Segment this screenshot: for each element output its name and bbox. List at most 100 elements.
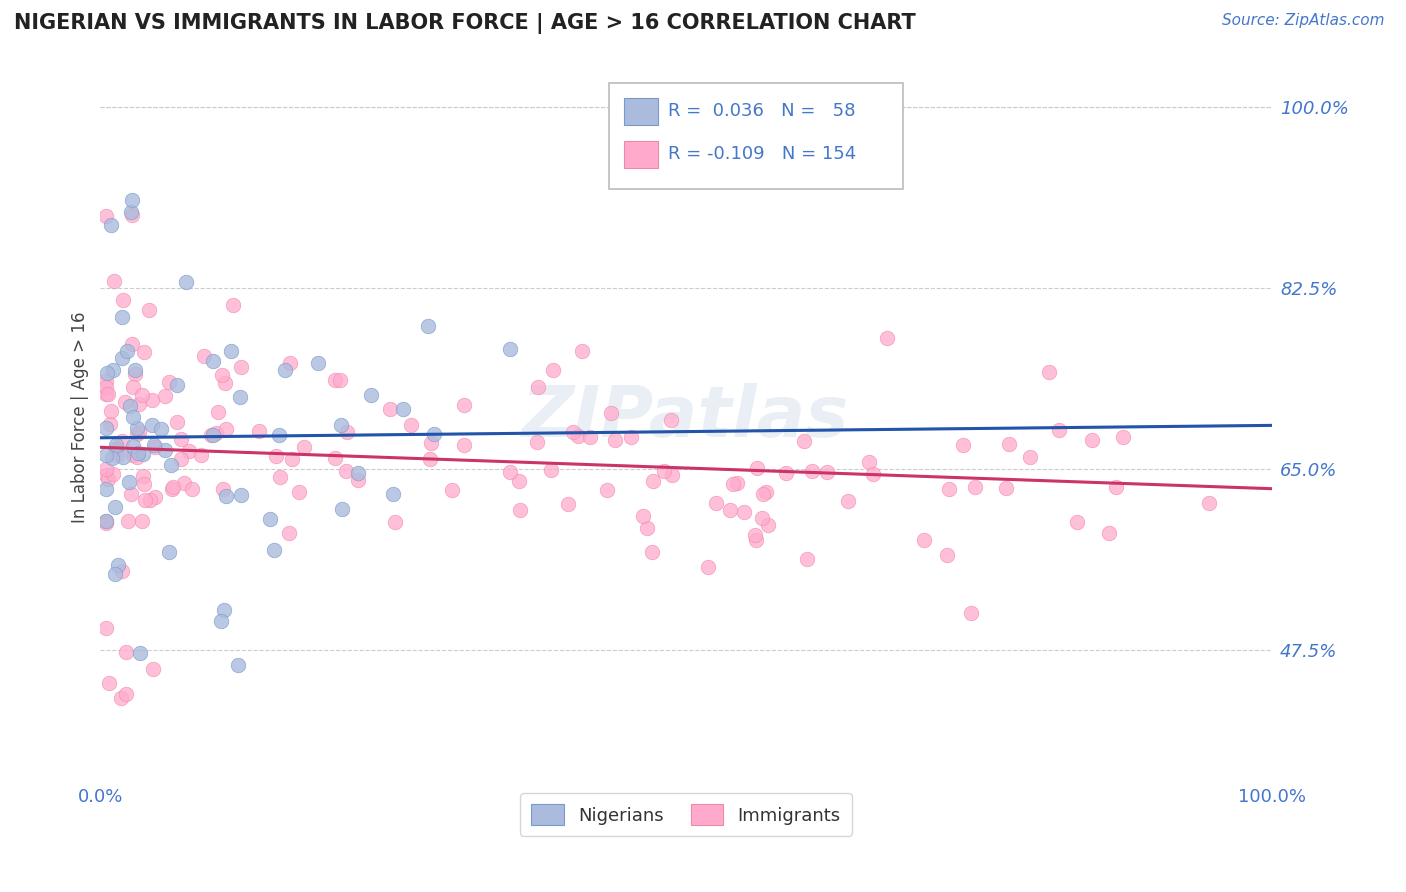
Point	[215, 422, 238, 436]
Point	[228, 658, 250, 673]
Point	[96, 209, 118, 223]
Point	[173, 475, 195, 490]
Point	[157, 376, 180, 390]
Point	[166, 377, 188, 392]
Point	[117, 344, 139, 359]
Point	[201, 354, 224, 368]
Point	[103, 274, 125, 288]
Point	[105, 448, 128, 462]
Point	[727, 476, 749, 491]
Y-axis label: In Labor Force | Age > 16: In Labor Force | Age > 16	[72, 311, 89, 523]
Point	[963, 480, 986, 494]
Point	[1198, 496, 1220, 510]
Point	[100, 450, 122, 465]
Point	[214, 376, 236, 390]
Point	[111, 293, 134, 308]
Point	[292, 440, 315, 454]
Point	[801, 464, 824, 478]
Point	[526, 435, 548, 450]
Point	[111, 564, 134, 578]
Text: Source: ZipAtlas.com: Source: ZipAtlas.com	[1222, 13, 1385, 29]
Point	[641, 474, 664, 488]
Point	[277, 525, 299, 540]
Point	[117, 475, 139, 489]
Point	[121, 337, 143, 351]
Point	[603, 434, 626, 448]
Point	[131, 388, 153, 402]
Point	[96, 374, 118, 388]
Point	[212, 603, 235, 617]
Point	[111, 434, 134, 449]
Point	[1066, 515, 1088, 529]
Point	[994, 481, 1017, 495]
Point	[382, 487, 405, 501]
Point	[288, 485, 311, 500]
Point	[752, 487, 775, 501]
Point	[862, 467, 884, 481]
Point	[360, 388, 382, 402]
Point	[775, 466, 797, 480]
Point	[837, 494, 859, 508]
Point	[193, 349, 215, 363]
Point	[543, 363, 565, 377]
Point	[453, 398, 475, 412]
Point	[132, 477, 155, 491]
Point	[122, 439, 145, 453]
Point	[96, 620, 118, 634]
Point	[858, 455, 880, 469]
Point	[104, 442, 127, 457]
Point	[162, 480, 184, 494]
Point	[567, 429, 589, 443]
Text: R = -0.109   N = 154: R = -0.109 N = 154	[668, 145, 856, 163]
Point	[143, 440, 166, 454]
Point	[744, 528, 766, 542]
Point	[107, 558, 129, 572]
Point	[143, 490, 166, 504]
Point	[160, 458, 183, 472]
Point	[952, 438, 974, 452]
Point	[659, 413, 682, 427]
Point	[155, 443, 177, 458]
Point	[110, 691, 132, 706]
Point	[399, 417, 422, 432]
Point	[1112, 430, 1135, 444]
Point	[1081, 434, 1104, 448]
Point	[155, 389, 177, 403]
Point	[347, 473, 370, 487]
Point	[128, 397, 150, 411]
Point	[104, 566, 127, 581]
Point	[207, 405, 229, 419]
Point	[1019, 450, 1042, 464]
Point	[166, 415, 188, 429]
Point	[335, 464, 357, 478]
Point	[509, 503, 531, 517]
Point	[380, 401, 402, 416]
Point	[124, 363, 146, 377]
Point	[138, 302, 160, 317]
Point	[249, 424, 271, 438]
Point	[796, 552, 818, 566]
Point	[100, 218, 122, 232]
Point	[329, 374, 352, 388]
Point	[636, 521, 658, 535]
Point	[325, 373, 347, 387]
Point	[269, 428, 291, 442]
Point	[111, 310, 134, 324]
Point	[97, 676, 120, 690]
Point	[263, 543, 285, 558]
Point	[499, 343, 522, 357]
Point	[205, 426, 228, 441]
Point	[117, 514, 139, 528]
Point	[96, 380, 118, 394]
Point	[696, 560, 718, 574]
Point	[745, 533, 768, 548]
Point	[200, 427, 222, 442]
Point	[157, 545, 180, 559]
Point	[121, 409, 143, 424]
Point	[959, 606, 981, 620]
Point	[631, 508, 654, 523]
Point	[141, 417, 163, 432]
Point	[142, 437, 165, 451]
Point	[384, 515, 406, 529]
Point	[115, 645, 138, 659]
